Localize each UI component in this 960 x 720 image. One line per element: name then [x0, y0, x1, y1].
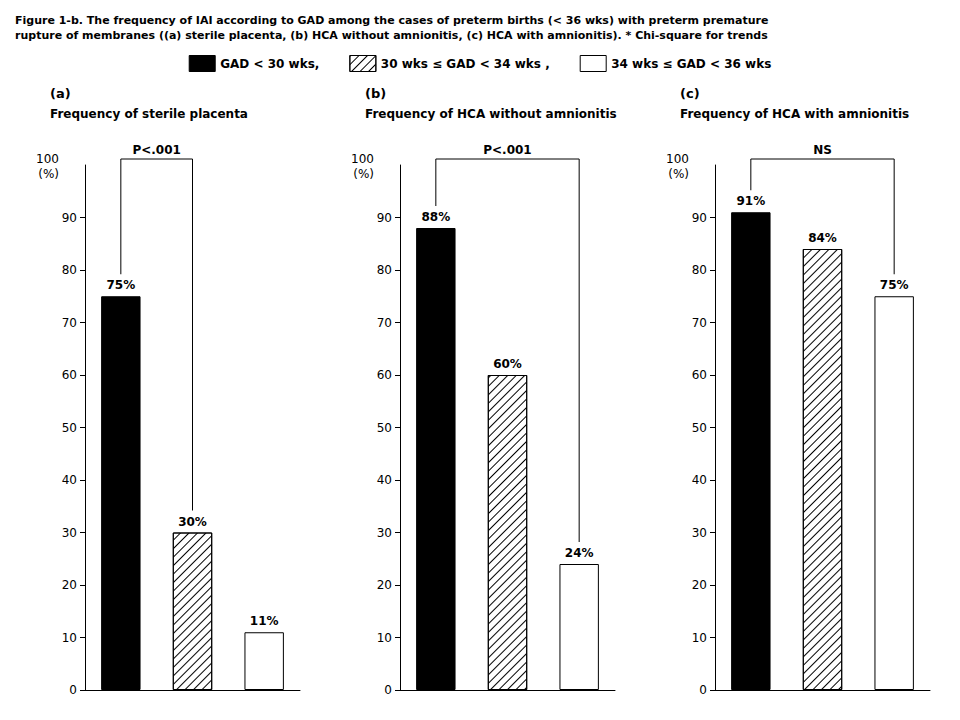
svg-text:91%: 91%	[736, 194, 765, 208]
svg-text:(%): (%)	[38, 167, 59, 181]
svg-text:75%: 75%	[106, 278, 135, 292]
svg-text:30: 30	[377, 526, 392, 540]
svg-text:(%): (%)	[668, 167, 689, 181]
svg-text:40: 40	[62, 473, 77, 487]
svg-text:(c): (c)	[680, 86, 700, 101]
svg-text:100: 100	[36, 152, 59, 166]
svg-text:50: 50	[377, 421, 392, 435]
svg-text:88%: 88%	[421, 210, 450, 224]
svg-text:(%): (%)	[353, 167, 374, 181]
svg-text:40: 40	[377, 473, 392, 487]
svg-text:10: 10	[62, 631, 77, 645]
svg-text:30%: 30%	[178, 515, 207, 529]
svg-text:Figure 1-b. The frequency of I: Figure 1-b. The frequency of IAI accordi…	[15, 14, 768, 27]
svg-text:11%: 11%	[250, 614, 279, 628]
svg-text:Frequency of sterile placenta: Frequency of sterile placenta	[50, 107, 248, 121]
svg-text:70: 70	[377, 316, 392, 330]
svg-text:Frequency of HCA with amnionit: Frequency of HCA with amnionitis	[680, 107, 909, 121]
svg-text:P<.001: P<.001	[132, 143, 180, 157]
svg-text:20: 20	[62, 578, 77, 592]
svg-text:84%: 84%	[808, 231, 837, 245]
svg-text:34 wks ≤ GAD < 36 wks: 34 wks ≤ GAD < 36 wks	[611, 57, 771, 71]
svg-text:80: 80	[377, 263, 392, 277]
svg-text:70: 70	[62, 316, 77, 330]
svg-text:0: 0	[69, 683, 77, 697]
svg-text:NS: NS	[813, 143, 832, 157]
svg-text:10: 10	[377, 631, 392, 645]
svg-text:100: 100	[351, 152, 374, 166]
svg-text:30 wks ≤ GAD < 34 wks ,: 30 wks ≤ GAD < 34 wks ,	[381, 57, 550, 71]
svg-text:GAD < 30 wks,: GAD < 30 wks,	[220, 57, 319, 71]
svg-text:20: 20	[692, 578, 707, 592]
svg-text:30: 30	[692, 526, 707, 540]
svg-text:60: 60	[377, 368, 392, 382]
svg-text:90: 90	[377, 211, 392, 225]
svg-text:80: 80	[62, 263, 77, 277]
svg-text:20: 20	[377, 578, 392, 592]
svg-text:75%: 75%	[880, 278, 909, 292]
svg-text:90: 90	[62, 211, 77, 225]
svg-text:60: 60	[692, 368, 707, 382]
svg-text:Frequency of HCA without amnio: Frequency of HCA without amnionitis	[365, 107, 617, 121]
svg-text:60: 60	[62, 368, 77, 382]
svg-text:50: 50	[62, 421, 77, 435]
svg-text:0: 0	[384, 683, 392, 697]
svg-text:70: 70	[692, 316, 707, 330]
svg-text:24%: 24%	[565, 546, 594, 560]
svg-text:40: 40	[692, 473, 707, 487]
svg-text:P<.001: P<.001	[483, 143, 531, 157]
svg-text:0: 0	[699, 683, 707, 697]
svg-text:60%: 60%	[493, 357, 522, 371]
svg-text:10: 10	[692, 631, 707, 645]
svg-text:100: 100	[666, 152, 689, 166]
svg-text:50: 50	[692, 421, 707, 435]
svg-text:(b): (b)	[365, 86, 386, 101]
svg-text:90: 90	[692, 211, 707, 225]
svg-text:80: 80	[692, 263, 707, 277]
svg-text:(a): (a)	[50, 86, 71, 101]
svg-text:30: 30	[62, 526, 77, 540]
svg-text:rupture of membranes ((a) ster: rupture of membranes ((a) sterile placen…	[15, 29, 768, 42]
